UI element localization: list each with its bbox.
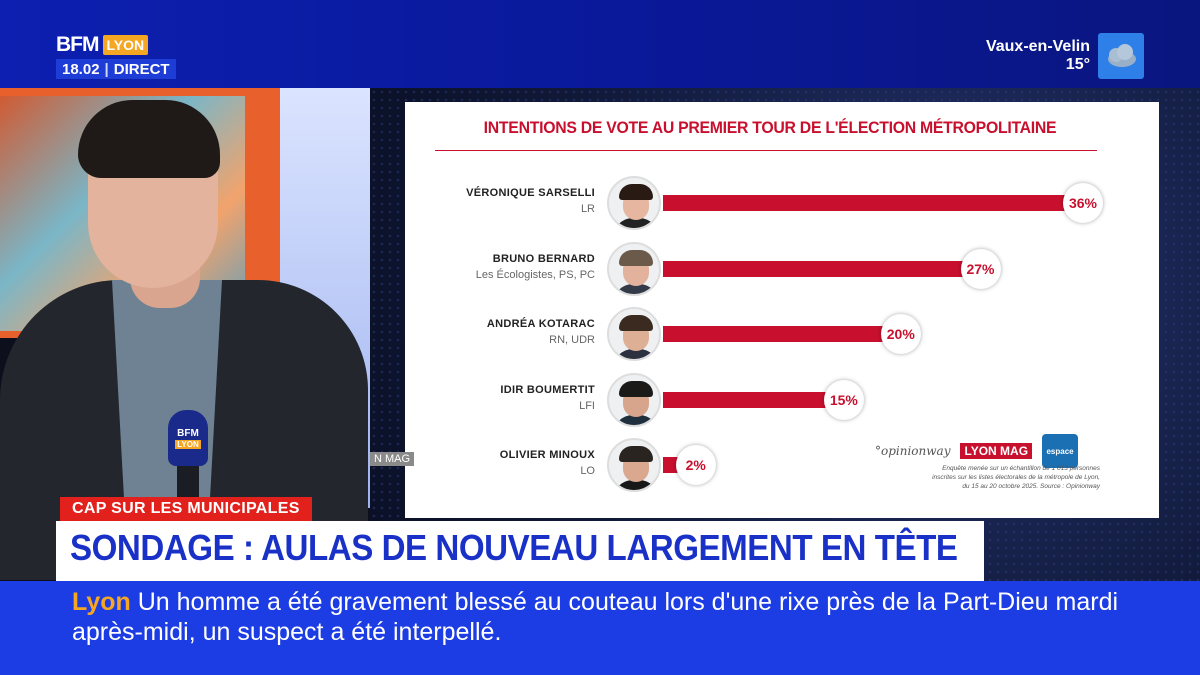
headline-band — [56, 521, 984, 581]
live-label: DIRECT — [113, 60, 170, 78]
microphone: BFM LYON — [168, 410, 208, 560]
mic-flag: BFM LYON — [168, 410, 208, 466]
opinionway-logo: °opinionway — [875, 444, 951, 458]
candidate-name: OLIVIER MINOUX — [499, 449, 595, 461]
candidate-photo — [607, 241, 661, 296]
candidate-party: LO — [580, 465, 595, 477]
mic-brand: BFM — [177, 427, 199, 439]
chart-note: Enquête menée sur un échantillon de 1 01… — [932, 465, 1100, 491]
poll-chart: INTENTIONS DE VOTE AU PREMIER TOUR DE L'… — [405, 102, 1159, 518]
vote-bar — [663, 195, 1073, 211]
candidate-photo — [607, 372, 661, 427]
ticker-text: Lyon Un homme a été gravement blessé au … — [72, 587, 1172, 647]
weather-city: Vaux-en-Velin — [985, 38, 1090, 55]
vote-value-label: 2% — [675, 445, 716, 485]
candidate-photo — [607, 307, 661, 361]
candidate-photo — [607, 438, 661, 492]
ticker-message: Un homme a été gravement blessé au coute… — [72, 588, 1119, 646]
channel-region: LYON — [102, 35, 149, 55]
vote-value-label: 27% — [960, 248, 1001, 289]
channel-brand: BFM — [56, 33, 99, 56]
vote-bar — [663, 326, 891, 342]
presenter-hair — [78, 100, 220, 178]
clock-separator: | — [104, 60, 109, 78]
chart-title: INTENTIONS DE VOTE AU PREMIER TOUR DE L'… — [483, 118, 1057, 137]
clock-time: 18.02 — [62, 60, 100, 78]
cloud-icon — [1098, 33, 1144, 79]
lyonmag-logo: LYON MAG — [960, 443, 1033, 459]
news-ticker — [0, 581, 1200, 675]
candidate-party: RN, UDR — [549, 334, 595, 346]
candidate-photo — [607, 176, 661, 230]
chart-sources: °opinionway LYON MAG espace — [875, 434, 1079, 468]
ticker-city: Lyon — [72, 588, 131, 616]
candidate-party: LR — [580, 203, 595, 215]
candidate-party: Les Écologistes, PS, PC — [475, 268, 595, 281]
vote-bar — [663, 391, 834, 408]
weather-temperature: 15° — [1065, 56, 1090, 73]
candidate-name: BRUNO BERNARD — [492, 252, 595, 265]
candidate-name: IDIR BOUMERTIT — [500, 383, 595, 396]
live-clock: 18.02 | DIRECT — [56, 59, 176, 79]
vote-bar — [663, 260, 971, 277]
vote-value-label: 36% — [1063, 183, 1103, 223]
headline: SONDAGE : AULAS DE NOUVEAU LARGEMENT EN … — [70, 527, 958, 568]
chart-bars: VÉRONIQUE SARSELLI LR 36% BRUNO BERNARD Les … — [405, 102, 1159, 518]
candidate-party: LFI — [579, 399, 595, 412]
top-bar: BFM LYON 18.02 | DIRECT Vaux-en-Velin 15… — [0, 0, 1200, 88]
mic-region: LYON — [175, 439, 201, 449]
overlay-caption: N MAG — [370, 452, 415, 466]
candidate-name: ANDRÉA KOTARAC — [486, 318, 595, 330]
vote-value-label: 15% — [823, 379, 864, 420]
segment-tag: CAP SUR LES MUNICIPALES — [60, 497, 312, 521]
channel-logo: BFM LYON — [56, 33, 149, 56]
vote-value-label: 20% — [880, 314, 921, 354]
title-rule — [435, 150, 1097, 151]
espace-logo: espace — [1042, 434, 1079, 468]
candidate-name: VÉRONIQUE SARSELLI — [466, 187, 595, 199]
weather-widget: Vaux-en-Velin 15° — [986, 33, 1144, 79]
